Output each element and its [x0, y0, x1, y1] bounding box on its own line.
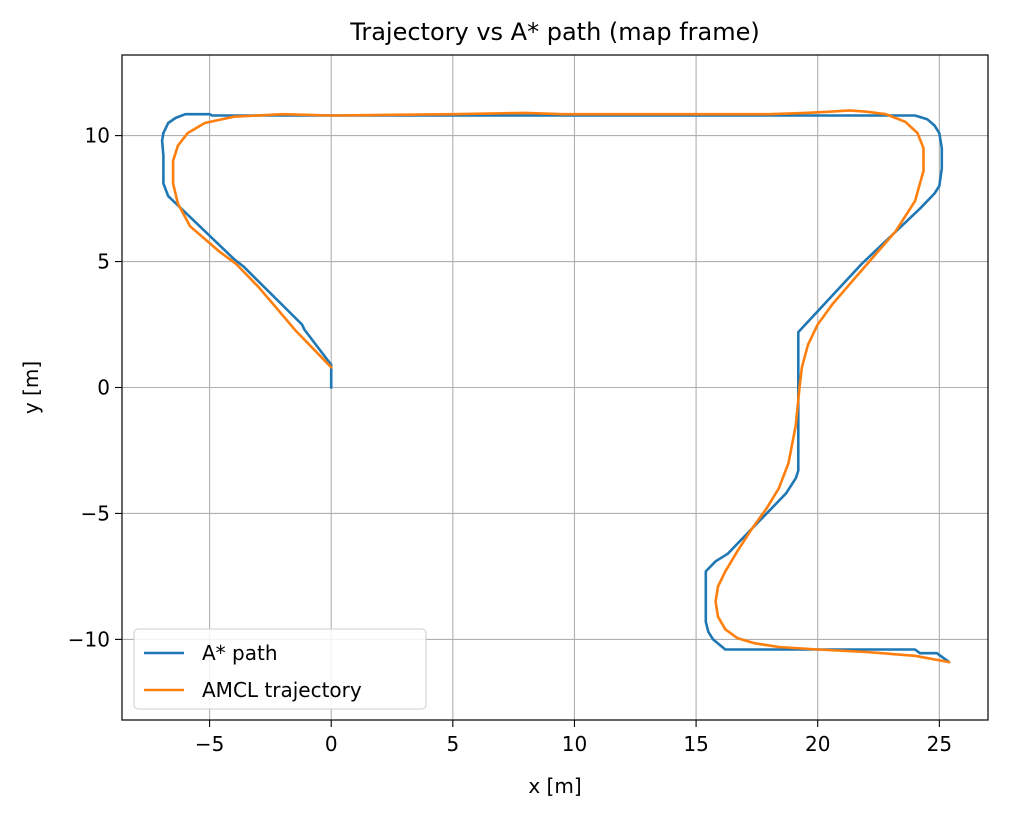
y-tick-label: −5 — [81, 501, 110, 525]
legend-label: AMCL trajectory — [202, 678, 362, 702]
series-line-astar-path — [160, 112, 951, 664]
legend-box — [133, 628, 427, 710]
series-line-amcl-trajectory — [171, 109, 951, 664]
y-tick-label: 5 — [97, 250, 110, 274]
x-tick-label: 20 — [805, 732, 830, 756]
x-tick-label: 5 — [446, 732, 459, 756]
y-tick-label: 0 — [97, 376, 110, 400]
x-tick-label: 0 — [325, 732, 338, 756]
legend: A* path AMCL trajectory — [133, 628, 427, 710]
y-tick-label: 10 — [85, 124, 110, 148]
x-tick-label: −5 — [195, 732, 224, 756]
y-axis-title: y [m] — [19, 361, 43, 414]
x-tick-label: 10 — [562, 732, 587, 756]
legend-label: A* path — [202, 641, 278, 665]
x-tick-label: 15 — [683, 732, 708, 756]
y-tick-label: −10 — [68, 627, 110, 651]
chart-title: Trajectory vs A* path (map frame) — [349, 18, 760, 46]
x-axis-title: x [m] — [528, 774, 581, 798]
x-tick-label: 25 — [927, 732, 952, 756]
